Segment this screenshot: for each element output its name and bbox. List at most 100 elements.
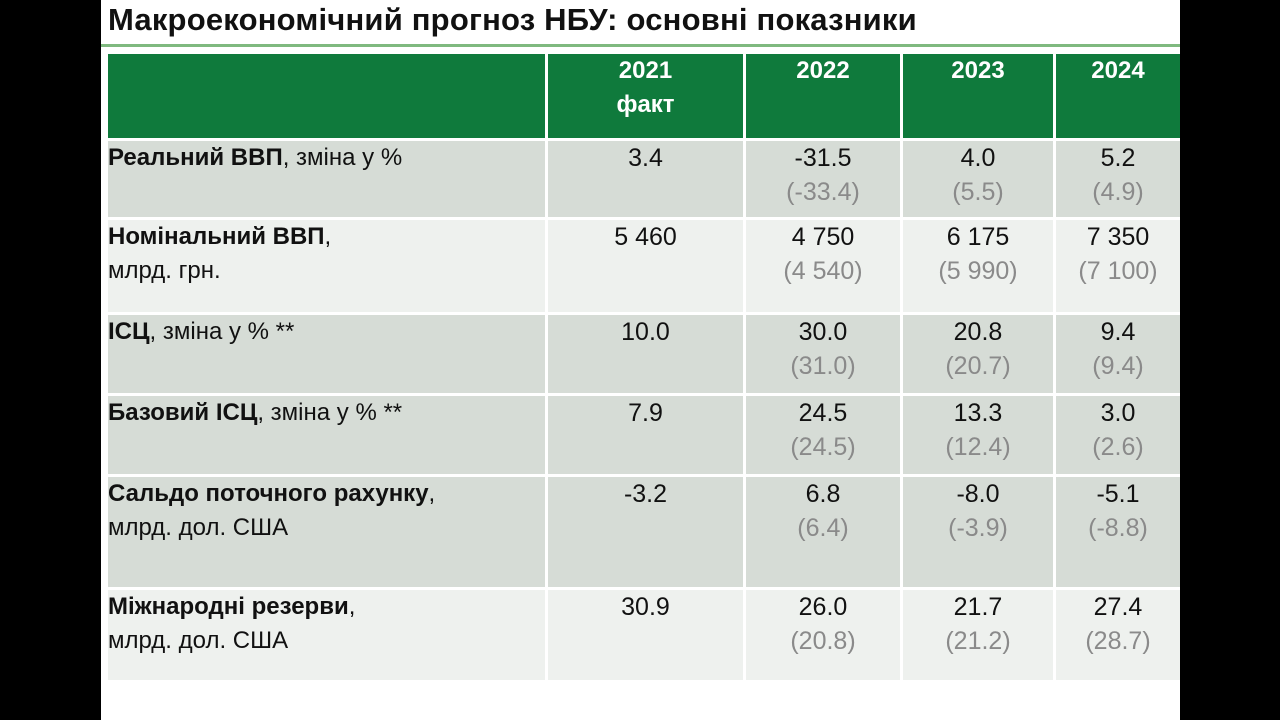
value: 9.4 bbox=[1100, 318, 1136, 346]
cell-2023: 21.7 (21.2) bbox=[900, 587, 1056, 683]
table-row-nominal-gdp: Номінальний ВВП, млрд. грн. 5 460 4 750 (4… bbox=[105, 217, 1180, 315]
previous-forecast: (-33.4) bbox=[786, 178, 860, 206]
previous-forecast: (12.4) bbox=[945, 433, 1011, 461]
previous-forecast: (31.0) bbox=[790, 352, 856, 380]
table-row-reserves: Міжнародні резерви, млрд. дол. США 30.9 2… bbox=[105, 587, 1180, 683]
previous-forecast: (6.4) bbox=[797, 514, 849, 542]
cell-2024: 9.4 (9.4) bbox=[1053, 312, 1180, 396]
row-label: Номінальний ВВП, млрд. грн. bbox=[105, 217, 548, 315]
value: -8.0 bbox=[956, 480, 1000, 508]
row-label: Сальдо поточного рахунку, млрд. дол. США bbox=[105, 474, 548, 590]
cell-2021: 3.4 bbox=[545, 138, 746, 220]
cell-2022: 26.0 (20.8) bbox=[743, 587, 903, 683]
table-row-current-account: Сальдо поточного рахунку, млрд. дол. США … bbox=[105, 474, 1180, 590]
cell-2024: -5.1 (-8.8) bbox=[1053, 474, 1180, 590]
slide: Макроекономічний прогноз НБУ: основні по… bbox=[101, 0, 1180, 720]
value: 21.7 bbox=[953, 593, 1003, 621]
previous-forecast: (4.9) bbox=[1092, 178, 1144, 206]
table-row-cpi: ІСЦ, зміна у % ** 10.0 30.0 (31.0) 20.8 (2… bbox=[105, 312, 1180, 396]
value: 27.4 bbox=[1093, 593, 1143, 621]
cell-2024: 3.0 (2.6) bbox=[1053, 393, 1180, 477]
cell-2024: 5.2 (4.9) bbox=[1053, 138, 1180, 220]
row-label-bold: Реальний ВВП bbox=[108, 144, 283, 171]
previous-forecast: (-8.8) bbox=[1088, 514, 1148, 542]
value: 6 175 bbox=[946, 223, 1010, 251]
value: 7.9 bbox=[628, 399, 663, 427]
row-label-rest: , bbox=[428, 480, 436, 507]
value: 4.0 bbox=[960, 144, 996, 172]
row-label: Реальний ВВП, зміна у % bbox=[105, 138, 548, 220]
row-label-bold: Номінальний ВВП bbox=[108, 223, 325, 250]
value: 26.0 bbox=[798, 593, 848, 621]
page-title: Макроекономічний прогноз НБУ: основні по… bbox=[108, 2, 917, 37]
previous-forecast: (-3.9) bbox=[948, 514, 1008, 542]
cell-2023: 4.0 (5.5) bbox=[900, 138, 1056, 220]
cell-2022: 6.8 (6.4) bbox=[743, 474, 903, 590]
cell-2023: 13.3 (12.4) bbox=[900, 393, 1056, 477]
table-header: 2021 факт 2022 2023 2024 bbox=[105, 51, 1180, 141]
row-label-rest: , bbox=[324, 223, 332, 250]
cell-2023: -8.0 (-3.9) bbox=[900, 474, 1056, 590]
row-label-rest: , зміна у % bbox=[282, 144, 403, 171]
row-label-bold: ІСЦ bbox=[108, 318, 150, 345]
value: 7 350 bbox=[1086, 223, 1150, 251]
row-label-bold: Сальдо поточного рахунку bbox=[108, 480, 429, 507]
cell-2023: 6 175 (5 990) bbox=[900, 217, 1056, 315]
row-label-rest: , bbox=[348, 593, 356, 620]
row-label: Базовий ІСЦ, зміна у % ** bbox=[105, 393, 548, 477]
previous-forecast: (2.6) bbox=[1092, 433, 1144, 461]
cell-2024: 27.4 (28.7) bbox=[1053, 587, 1180, 683]
cell-2024: 7 350 (7 100) bbox=[1053, 217, 1180, 315]
header-2021: 2021 факт bbox=[545, 51, 746, 141]
title-underline bbox=[101, 44, 1180, 47]
value: -5.1 bbox=[1096, 480, 1140, 508]
value: 3.4 bbox=[628, 144, 663, 172]
row-label: ІСЦ, зміна у % ** bbox=[105, 312, 548, 396]
previous-forecast: (4 540) bbox=[783, 257, 863, 285]
value: -31.5 bbox=[794, 144, 852, 172]
previous-forecast: (7 100) bbox=[1078, 257, 1158, 285]
cell-2023: 20.8 (20.7) bbox=[900, 312, 1056, 396]
header-2024: 2024 bbox=[1053, 51, 1180, 141]
row-label-unit: млрд. дол. США bbox=[108, 514, 289, 541]
value: 6.8 bbox=[805, 480, 841, 508]
row-label: Міжнародні резерви, млрд. дол. США bbox=[105, 587, 548, 683]
cell-2022: 30.0 (31.0) bbox=[743, 312, 903, 396]
row-label-unit: млрд. грн. bbox=[108, 257, 221, 284]
cell-2021: 10.0 bbox=[545, 312, 746, 396]
value: 30.0 bbox=[798, 318, 848, 346]
row-label-bold: Міжнародні резерви bbox=[108, 593, 349, 620]
value: 5.2 bbox=[1100, 144, 1136, 172]
cell-2021: 5 460 bbox=[545, 217, 746, 315]
value: -3.2 bbox=[623, 480, 668, 508]
header-2021-year: 2021 bbox=[618, 57, 673, 84]
row-label-bold: Базовий ІСЦ bbox=[108, 399, 258, 426]
previous-forecast: (5.5) bbox=[952, 178, 1004, 206]
table-row-real-gdp: Реальний ВВП, зміна у % 3.4 -31.5 (-33.4)… bbox=[105, 138, 1180, 220]
value: 3.0 bbox=[1100, 399, 1136, 427]
cell-2022: -31.5 (-33.4) bbox=[743, 138, 903, 220]
cell-2021: 30.9 bbox=[545, 587, 746, 683]
previous-forecast: (20.7) bbox=[945, 352, 1011, 380]
header-2021-note: факт bbox=[616, 91, 675, 118]
cell-2022: 4 750 (4 540) bbox=[743, 217, 903, 315]
row-label-unit: млрд. дол. США bbox=[108, 627, 289, 654]
row-label-rest: , зміна у % ** bbox=[257, 399, 403, 426]
table-row-core-cpi: Базовий ІСЦ, зміна у % ** 7.9 24.5 (24.5)… bbox=[105, 393, 1180, 477]
value: 13.3 bbox=[953, 399, 1003, 427]
value: 5 460 bbox=[614, 223, 677, 251]
cell-2021: -3.2 bbox=[545, 474, 746, 590]
value: 4 750 bbox=[791, 223, 855, 251]
value: 24.5 bbox=[798, 399, 848, 427]
forecast-table: 2021 факт 2022 2023 2024 Реальний ВВП, з… bbox=[105, 51, 1180, 683]
previous-forecast: (21.2) bbox=[945, 627, 1011, 655]
previous-forecast: (5 990) bbox=[938, 257, 1018, 285]
cell-2021: 7.9 bbox=[545, 393, 746, 477]
header-2022: 2022 bbox=[743, 51, 903, 141]
row-label-rest: , зміна у % ** bbox=[149, 318, 295, 345]
value: 30.9 bbox=[621, 593, 670, 621]
header-blank-cell bbox=[105, 51, 548, 141]
value: 10.0 bbox=[621, 318, 670, 346]
previous-forecast: (9.4) bbox=[1092, 352, 1144, 380]
previous-forecast: (28.7) bbox=[1085, 627, 1151, 655]
